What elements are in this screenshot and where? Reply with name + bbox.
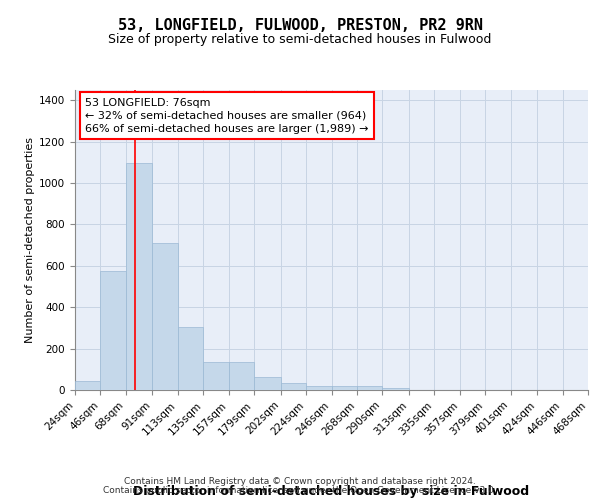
- X-axis label: Distribution of semi-detached houses by size in Fulwood: Distribution of semi-detached houses by …: [133, 485, 530, 498]
- Bar: [331, 386, 357, 390]
- Bar: [152, 243, 178, 390]
- Bar: [126, 164, 152, 390]
- Text: Size of property relative to semi-detached houses in Fulwood: Size of property relative to semi-detach…: [109, 32, 491, 46]
- Bar: [203, 362, 229, 390]
- Bar: [382, 388, 409, 390]
- Text: 53, LONGFIELD, FULWOOD, PRESTON, PR2 9RN: 53, LONGFIELD, FULWOOD, PRESTON, PR2 9RN: [118, 18, 482, 32]
- Bar: [178, 327, 203, 390]
- Bar: [306, 386, 331, 390]
- Bar: [229, 362, 254, 390]
- Bar: [281, 384, 306, 390]
- Text: 53 LONGFIELD: 76sqm
← 32% of semi-detached houses are smaller (964)
66% of semi-: 53 LONGFIELD: 76sqm ← 32% of semi-detach…: [85, 98, 369, 134]
- Bar: [100, 271, 126, 390]
- Text: Contains HM Land Registry data © Crown copyright and database right 2024.: Contains HM Land Registry data © Crown c…: [124, 477, 476, 486]
- Bar: [254, 376, 281, 390]
- Y-axis label: Number of semi-detached properties: Number of semi-detached properties: [25, 137, 35, 343]
- Bar: [75, 380, 100, 390]
- Bar: [357, 386, 382, 390]
- Text: Contains public sector information licensed under the Open Government Licence v3: Contains public sector information licen…: [103, 486, 497, 495]
